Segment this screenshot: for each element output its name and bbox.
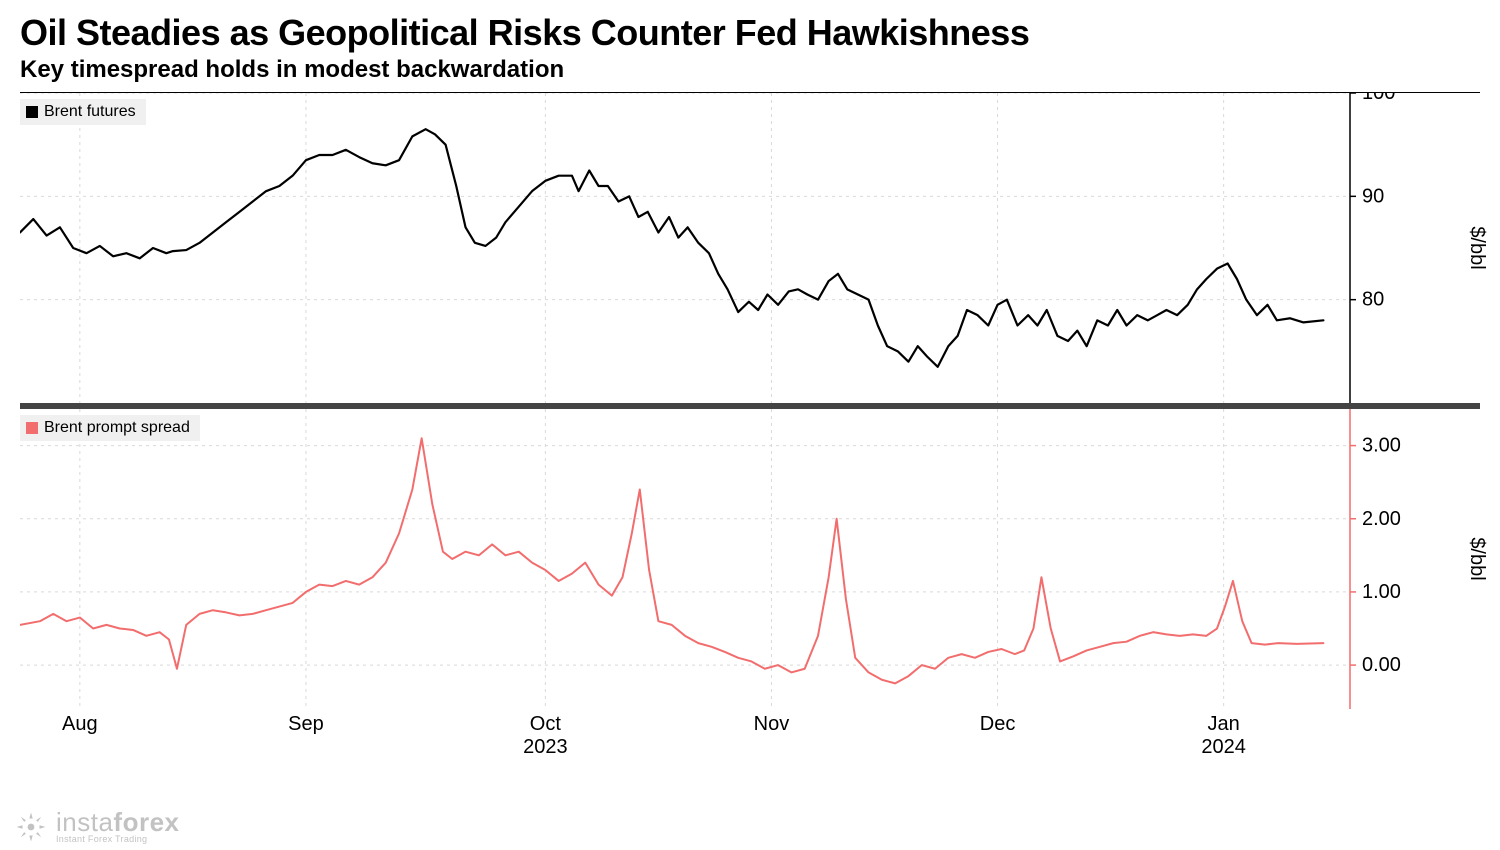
- svg-text:80: 80: [1362, 289, 1384, 311]
- top-legend-label: Brent futures: [44, 103, 136, 121]
- chart-title: Oil Steadies as Geopolitical Risks Count…: [20, 12, 1480, 54]
- chart-subtitle: Key timespread holds in modest backwarda…: [20, 56, 1480, 84]
- svg-text:3.00: 3.00: [1362, 435, 1401, 457]
- top-chart-svg: 80 90 100: [20, 93, 1460, 403]
- instaforex-logo-icon: [14, 810, 48, 844]
- x-axis-tick: Oct2023: [523, 713, 568, 759]
- bottom-legend: Brent prompt spread: [20, 415, 200, 441]
- watermark-brand: instaforex: [56, 809, 180, 835]
- x-axis-tick: Dec: [980, 713, 1016, 736]
- svg-text:2.00: 2.00: [1362, 508, 1401, 530]
- top-legend: Brent futures: [20, 99, 146, 125]
- watermark: instaforex Instant Forex Trading: [14, 809, 180, 844]
- top-chart-panel: Brent futures 8090100 $/bbl: [20, 92, 1480, 403]
- bottom-chart-svg: 0.00 1.00 2.00 3.00: [20, 409, 1460, 709]
- bottom-chart-panel: Brent prompt spread 0.001.002.003.00 $/b…: [20, 409, 1480, 709]
- bottom-y-axis-label: $/bbl: [1465, 537, 1488, 580]
- legend-swatch-icon: [26, 106, 38, 118]
- x-axis-tick: Aug: [62, 713, 98, 736]
- svg-text:90: 90: [1362, 185, 1384, 207]
- x-axis: Aug Sep Oct2023 Nov Dec Jan2024: [20, 713, 1350, 773]
- svg-text:100: 100: [1362, 93, 1395, 104]
- bottom-legend-label: Brent prompt spread: [44, 419, 190, 437]
- legend-swatch-icon: [26, 422, 38, 434]
- x-axis-tick: Jan2024: [1201, 713, 1246, 759]
- top-y-axis-label: $/bbl: [1465, 226, 1488, 269]
- x-axis-tick: Nov: [754, 713, 790, 736]
- svg-text:1.00: 1.00: [1362, 581, 1401, 603]
- svg-text:0.00: 0.00: [1362, 654, 1401, 676]
- x-axis-tick: Sep: [288, 713, 324, 736]
